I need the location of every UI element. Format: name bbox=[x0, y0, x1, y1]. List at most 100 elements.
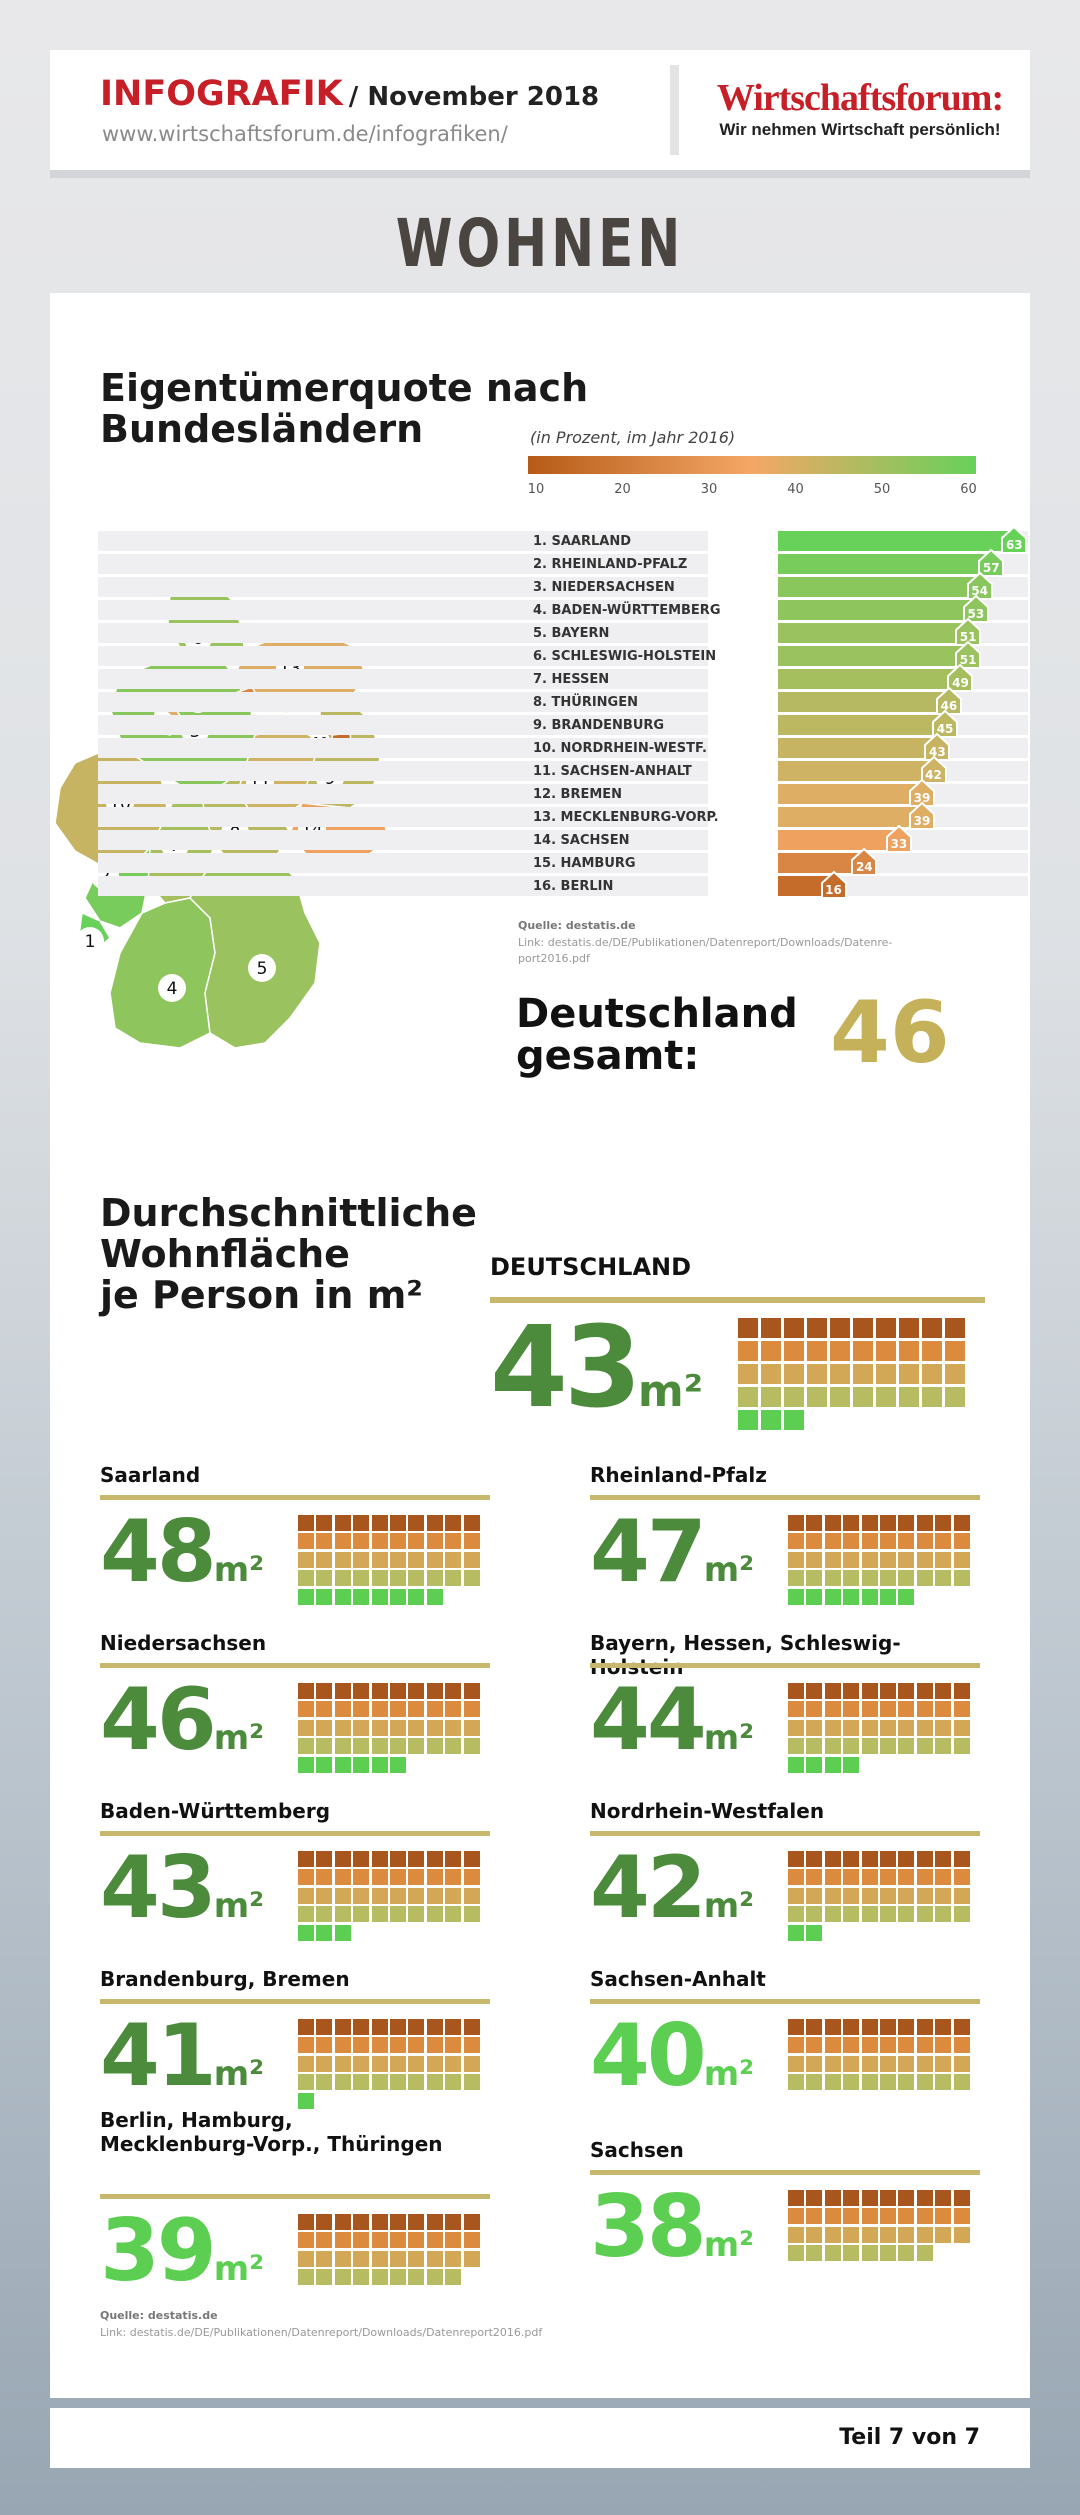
area-square bbox=[445, 2019, 462, 2035]
state-name: Brandenburg, Bremen bbox=[100, 1967, 350, 1991]
area-square bbox=[316, 1719, 333, 1736]
source-note-1: Quelle: destatis.de Link: destatis.de/DE… bbox=[518, 919, 893, 965]
row-background bbox=[98, 600, 708, 620]
state-name: Berlin, Hamburg, Mecklenburg-Vorp., Thür… bbox=[100, 2108, 443, 2156]
house-icon bbox=[935, 686, 962, 715]
area-square bbox=[334, 1683, 351, 1699]
area-square bbox=[806, 1719, 823, 1736]
area-square bbox=[861, 2019, 878, 2035]
ranking-value: 33 bbox=[890, 837, 908, 851]
area-square bbox=[916, 1869, 933, 1886]
area-square bbox=[445, 2232, 462, 2249]
infographic-card: Eigentümerquote nach Bundesländern (in P… bbox=[50, 293, 1030, 2398]
area-square bbox=[788, 1887, 804, 1904]
area-square bbox=[761, 1410, 781, 1430]
area-square bbox=[353, 2232, 370, 2249]
area-square bbox=[876, 1364, 896, 1384]
area-square bbox=[953, 2208, 970, 2225]
house-icon bbox=[909, 778, 935, 807]
brand-logo: Wirtschaftsforum: bbox=[716, 77, 1004, 119]
area-square bbox=[445, 1738, 462, 1755]
area-square bbox=[935, 2019, 952, 2035]
ranking-row: 4. BADEN-WÜRTTEMBERG 53 bbox=[98, 594, 1028, 623]
area-square bbox=[316, 1756, 333, 1773]
area-square bbox=[824, 2190, 841, 2206]
area-square bbox=[898, 1570, 915, 1587]
area-square bbox=[945, 1341, 965, 1361]
area-square bbox=[916, 2074, 933, 2091]
state-area-number: 40 bbox=[590, 2006, 707, 2106]
area-square bbox=[788, 2245, 804, 2262]
area-square bbox=[806, 2037, 823, 2054]
area-square bbox=[463, 2019, 480, 2035]
area-square bbox=[445, 1570, 462, 1587]
state-area-number: 47 bbox=[590, 1502, 707, 1602]
area-square bbox=[843, 1756, 860, 1773]
deutschland-value: 43m² bbox=[490, 1303, 703, 1433]
area-square bbox=[824, 1906, 841, 1923]
area-square bbox=[316, 2037, 333, 2054]
ranking-value: 51 bbox=[959, 630, 977, 644]
ranking-row: 8. THÜRINGEN 46 bbox=[98, 686, 1028, 715]
area-square bbox=[953, 1738, 970, 1755]
ranking-row: 11. SACHSEN-ANHALT 42 bbox=[98, 755, 1028, 784]
row-background bbox=[98, 715, 708, 735]
state-name: Sachsen bbox=[590, 2138, 684, 2162]
area-square bbox=[899, 1387, 919, 1407]
area-square bbox=[334, 1515, 351, 1531]
legend-tick: 60 bbox=[960, 482, 977, 497]
ranking-bar bbox=[778, 761, 940, 781]
ranking-row: 1. SAARLAND 63 bbox=[98, 525, 1028, 554]
ranking-bar bbox=[778, 623, 975, 643]
header-url[interactable]: www.wirtschaftsforum.de/infografiken/ bbox=[102, 122, 508, 146]
area-square bbox=[390, 2055, 406, 2072]
area-square bbox=[953, 1515, 970, 1531]
area-square bbox=[371, 2232, 388, 2249]
area-square bbox=[830, 1318, 850, 1338]
area-square bbox=[408, 1906, 425, 1923]
section1-title: Eigentümerquote nach Bundesländern bbox=[100, 366, 589, 452]
area-square bbox=[861, 1551, 878, 1568]
area-square bbox=[408, 2055, 425, 2072]
area-square bbox=[843, 1533, 860, 1550]
ranking-value: 43 bbox=[929, 745, 946, 759]
area-square bbox=[916, 1851, 933, 1867]
area-square bbox=[445, 2214, 462, 2230]
area-square bbox=[371, 1588, 388, 1605]
state-area-number: 46 bbox=[100, 1670, 217, 1770]
ranking-value: 46 bbox=[940, 699, 958, 713]
area-square bbox=[880, 2226, 896, 2243]
area-square bbox=[445, 1906, 462, 1923]
area-square bbox=[371, 1701, 388, 1718]
area-square bbox=[445, 1851, 462, 1867]
area-square bbox=[316, 2250, 333, 2267]
area-square bbox=[353, 2250, 370, 2267]
area-square bbox=[898, 1738, 915, 1755]
ranking-bar bbox=[778, 784, 928, 804]
area-square bbox=[853, 1341, 873, 1361]
area-square bbox=[880, 1683, 896, 1699]
area-square bbox=[316, 1551, 333, 1568]
area-square bbox=[353, 2214, 370, 2230]
ranking-label: 12. BREMEN bbox=[533, 787, 623, 802]
area-square bbox=[861, 1533, 878, 1550]
area-square bbox=[390, 2214, 406, 2230]
area-square bbox=[334, 1887, 351, 1904]
area-square bbox=[463, 1738, 480, 1755]
area-square bbox=[806, 2019, 823, 2035]
area-square bbox=[426, 1906, 443, 1923]
area-square bbox=[353, 1756, 370, 1773]
area-square bbox=[298, 1551, 314, 1568]
map-number-marker: 1 bbox=[76, 927, 104, 955]
area-square bbox=[316, 1906, 333, 1923]
state-area-unit: m² bbox=[703, 1718, 755, 1758]
page-heading: WOHNEN bbox=[395, 205, 685, 282]
ranking-label: 4. BADEN-WÜRTTEMBERG bbox=[533, 603, 721, 618]
area-square bbox=[824, 1683, 841, 1699]
area-square bbox=[784, 1410, 804, 1430]
state-name: Saarland bbox=[100, 1463, 201, 1487]
area-square bbox=[371, 2214, 388, 2230]
area-square bbox=[898, 2190, 915, 2206]
ranking-row: 2. RHEINLAND-PFALZ 57 bbox=[98, 548, 1028, 577]
area-square bbox=[880, 2055, 896, 2072]
